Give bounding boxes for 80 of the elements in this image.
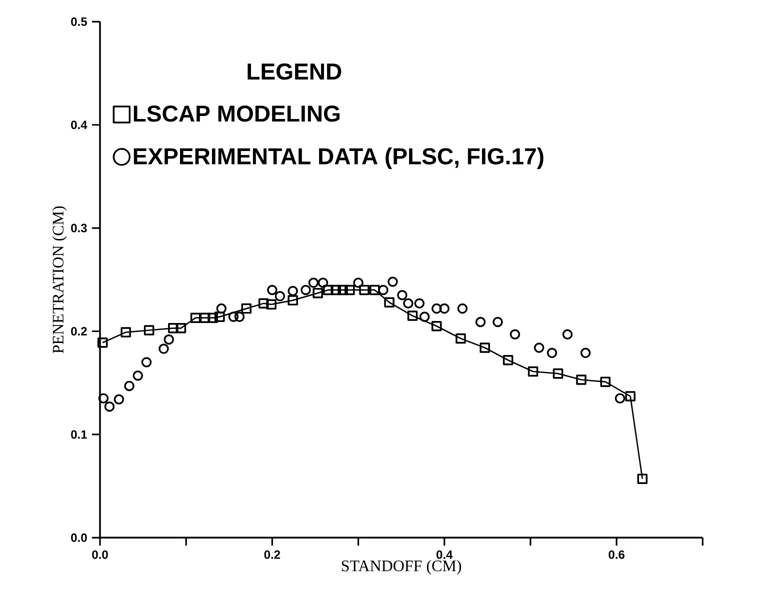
point (158, 344, 169, 354)
point (637, 474, 648, 484)
point (414, 298, 425, 309)
point (353, 278, 364, 288)
point (330, 284, 342, 296)
point (141, 357, 152, 368)
point (200, 312, 210, 323)
point (338, 284, 348, 296)
point (104, 401, 115, 412)
point (208, 312, 218, 323)
x-tick-label: 0.0 (92, 550, 108, 559)
point (552, 368, 564, 379)
point (403, 298, 414, 309)
point (502, 355, 514, 366)
point (546, 348, 558, 358)
x-tick-label: 0.4 (436, 550, 453, 559)
legend-title: LEGEND (248, 63, 342, 80)
point (164, 334, 174, 345)
point (241, 303, 252, 314)
x-tick-label: 0.2 (264, 550, 280, 559)
point (234, 312, 245, 322)
point (98, 393, 109, 404)
y-axis-title: PENETRATION (CM) (52, 206, 67, 354)
y-tick-label: 0.0 (71, 533, 87, 542)
point (228, 312, 239, 322)
y-tick-label: 0.5 (71, 17, 87, 26)
point (576, 374, 586, 385)
point (562, 329, 573, 340)
legend-label: EXPERIMENTAL DATA (PLSC, FIG.17) (134, 148, 544, 170)
point (600, 376, 611, 387)
point (214, 312, 225, 322)
point (528, 366, 538, 377)
point (266, 299, 276, 310)
y-tick-label: 0.2 (71, 327, 87, 336)
point (120, 327, 131, 338)
point (176, 323, 186, 334)
point (384, 297, 394, 308)
point (431, 303, 442, 314)
point (344, 284, 355, 296)
point (580, 348, 591, 358)
point (475, 316, 486, 328)
point (132, 370, 144, 381)
point (359, 284, 370, 296)
y-tick-label: 0.4 (71, 120, 88, 130)
legend-label: LSCAP MODELING (134, 105, 340, 122)
point (492, 316, 503, 328)
point (312, 288, 323, 298)
point (378, 284, 388, 296)
point (300, 284, 311, 296)
x-axis-title: STANDOFF (CM) (342, 560, 462, 575)
point (190, 312, 201, 323)
point (97, 337, 108, 348)
point (318, 278, 328, 288)
point (144, 325, 154, 336)
y-tick-label: 0.1 (71, 430, 87, 439)
point (288, 286, 298, 296)
point (323, 284, 334, 296)
x-tick-label: 0.6 (608, 550, 624, 559)
point (456, 333, 466, 344)
point (534, 342, 544, 353)
point (457, 303, 468, 314)
point (168, 323, 178, 334)
point (439, 303, 450, 314)
point (267, 284, 278, 296)
point (419, 312, 430, 322)
point (431, 320, 442, 332)
point (407, 310, 418, 321)
point (370, 284, 380, 296)
point (124, 380, 134, 392)
point (308, 278, 319, 288)
point (510, 329, 520, 340)
y-tick-label: 0.3 (71, 224, 87, 232)
point (288, 295, 298, 306)
point (388, 276, 398, 287)
point (258, 298, 269, 309)
point (216, 303, 227, 314)
point (274, 291, 286, 302)
point (480, 342, 490, 353)
point (114, 394, 124, 405)
point (397, 290, 408, 300)
